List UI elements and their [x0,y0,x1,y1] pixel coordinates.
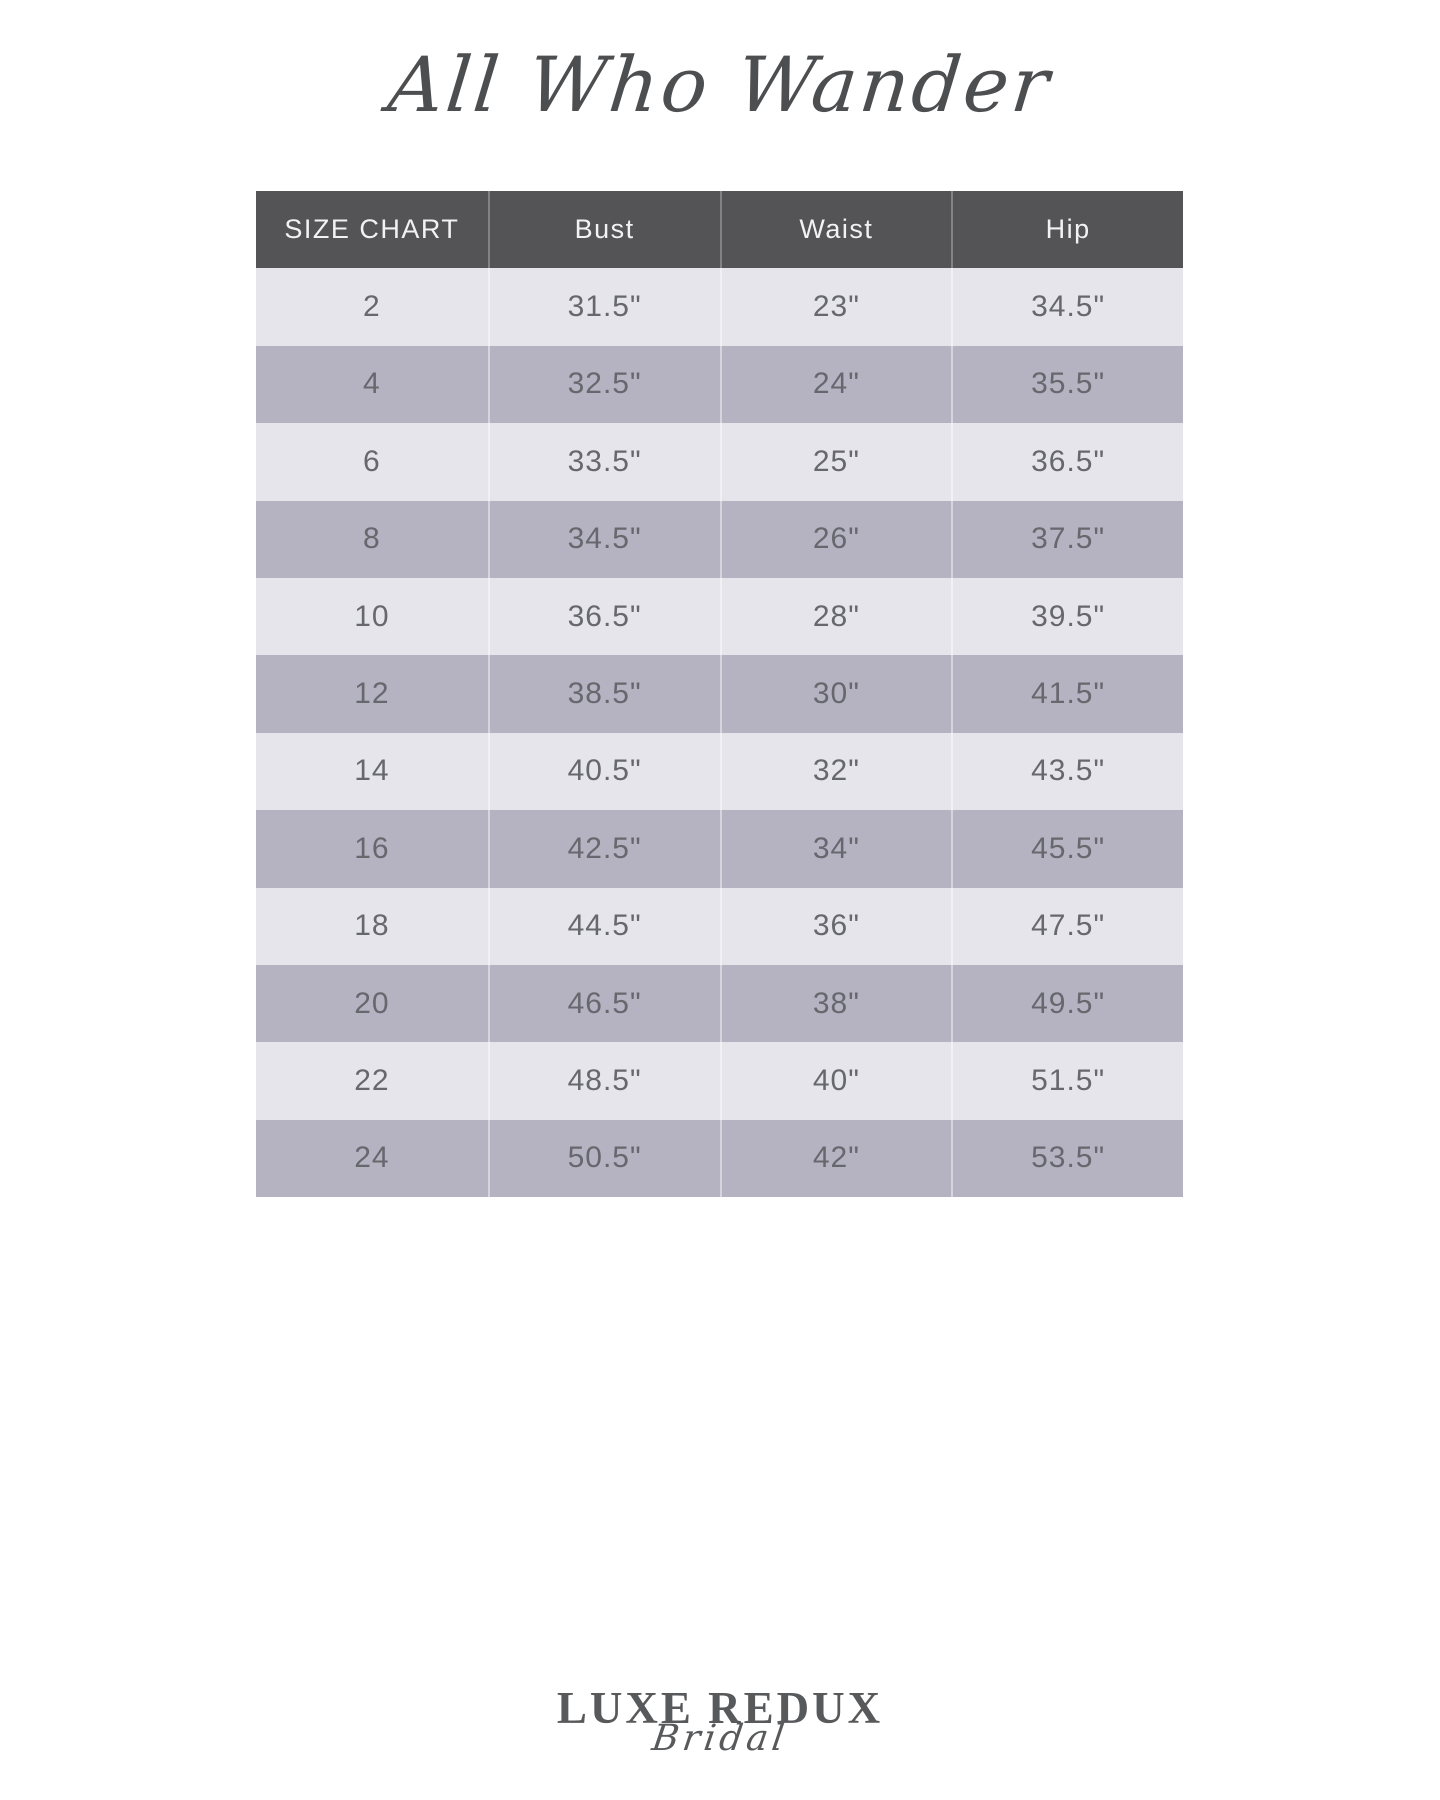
brand-logo-all-who-wander: All Who Wander [384,40,1056,129]
cell-hip: 39.5" [951,577,1183,656]
size-chart-table: SIZE CHART Bust Waist Hip 2 31.5" 23" 34.5"… [256,191,1183,1198]
table-row: 16 42.5" 34" 45.5" [256,810,1183,888]
cell-hip: 45.5" [951,810,1183,888]
cell-bust: 31.5" [487,268,720,346]
cell-bust: 44.5" [487,887,720,965]
cell-hip: 43.5" [951,732,1183,811]
table-row: 20 46.5" 38" 49.5" [256,964,1183,1043]
cell-waist: 36" [719,887,952,965]
cell-size: 14 [354,754,390,788]
cell-size: 22 [354,1063,390,1097]
cell-size: 6 [363,444,381,478]
bridal-script-wordmark: Bridal [649,1718,791,1759]
table-row: 8 34.5" 26" 37.5" [256,500,1183,578]
cell-size: 2 [363,290,381,324]
cell-size: 4 [363,367,381,401]
table-row: 4 32.5" 24" 35.5" [256,345,1183,424]
table-row: 24 50.5" 42" 53.5" [256,1119,1183,1198]
cell-hip: 53.5" [951,1119,1183,1198]
cell-size: 12 [354,677,390,711]
cell-hip: 51.5" [951,1042,1183,1120]
cell-hip: 34.5" [951,268,1183,346]
table-row: 22 48.5" 40" 51.5" [256,1042,1183,1120]
footer-logo: LUXE REDUX Bridal [0,1682,1440,1759]
cell-bust: 38.5" [487,655,720,733]
cell-waist: 23" [719,268,952,346]
cell-waist: 42" [719,1119,952,1198]
cell-hip: 36.5" [951,423,1183,501]
cell-size: 18 [354,909,390,943]
cell-waist: 25" [719,423,952,501]
cell-bust: 33.5" [487,423,720,501]
cell-waist: 28" [719,577,952,656]
table-row: 6 33.5" 25" 36.5" [256,423,1183,501]
cell-bust: 48.5" [487,1042,720,1120]
cell-hip: 35.5" [951,345,1183,424]
cell-bust: 50.5" [487,1119,720,1198]
cell-hip: 49.5" [951,964,1183,1043]
column-header-bust: Bust [487,191,720,269]
cell-hip: 47.5" [951,887,1183,965]
column-header-hip: Hip [951,191,1183,269]
luxe-redux-wordmark: LUXE REDUX [556,1683,884,1733]
table-row: 18 44.5" 36" 47.5" [256,887,1183,965]
cell-bust: 34.5" [487,500,720,578]
table-row: 14 40.5" 32" 43.5" [256,732,1183,811]
cell-bust: 42.5" [487,810,720,888]
cell-size: 24 [354,1141,390,1175]
cell-size: 10 [354,599,390,633]
cell-bust: 36.5" [487,577,720,656]
cell-size: 8 [363,522,381,556]
cell-waist: 38" [719,964,952,1043]
column-header-size-chart: SIZE CHART [284,214,460,245]
cell-waist: 40" [719,1042,952,1120]
cell-size: 16 [354,831,390,865]
cell-waist: 24" [719,345,952,424]
table-header-row: SIZE CHART Bust Waist Hip [256,191,1183,269]
cell-size: 20 [354,986,390,1020]
column-header-waist: Waist [719,191,952,269]
cell-bust: 40.5" [487,732,720,811]
cell-hip: 37.5" [951,500,1183,578]
cell-bust: 32.5" [487,345,720,424]
table-row: 10 36.5" 28" 39.5" [256,577,1183,656]
cell-waist: 30" [719,655,952,733]
cell-bust: 46.5" [487,964,720,1043]
cell-waist: 32" [719,732,952,811]
cell-hip: 41.5" [951,655,1183,733]
cell-waist: 34" [719,810,952,888]
cell-waist: 26" [719,500,952,578]
table-row: 12 38.5" 30" 41.5" [256,655,1183,733]
table-row: 2 31.5" 23" 34.5" [256,268,1183,346]
